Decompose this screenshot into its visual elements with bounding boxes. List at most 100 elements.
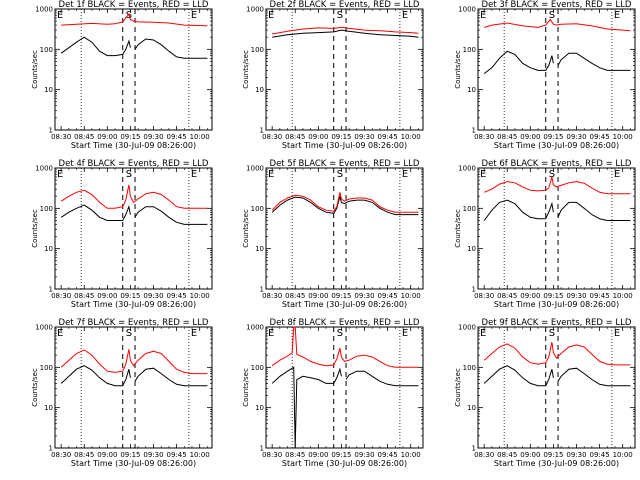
y-tick-label: 1000 — [458, 165, 476, 173]
x-tick-label: 10:00 — [613, 451, 633, 459]
events-series-line — [483, 50, 631, 74]
marker-label: E — [57, 328, 63, 339]
marker-label: E — [191, 328, 197, 339]
x-tick-label: 09:00 — [97, 292, 117, 300]
chart-panel: Det 2f BLACK = Events, RED = LLD 1 10 100 10… — [242, 0, 424, 150]
x-tick-label: 09:00 — [520, 451, 540, 459]
y-tick-label: 1 — [49, 286, 53, 294]
marker-label: E — [402, 10, 408, 21]
marker-label: S — [337, 10, 343, 21]
x-tick-label: 10:00 — [401, 133, 421, 141]
x-tick-label: 09:30 — [354, 451, 374, 459]
chart-panel: Det 7f BLACK = Events, RED = LLD 1 10 100 10… — [31, 318, 213, 468]
marker-label: E — [268, 169, 274, 180]
lld-series-line — [60, 349, 208, 375]
plot-frame — [477, 167, 636, 290]
chart-panel: Det 3f BLACK = Events, RED = LLD 1 10 100 10… — [454, 0, 636, 150]
y-tick-label: 100 — [463, 364, 476, 372]
marker-label: E — [614, 328, 620, 339]
x-tick-label: 08:30 — [474, 133, 494, 141]
chart-title: Det 6f BLACK = Events, RED = LLD — [482, 159, 632, 169]
x-tick-label: 09:00 — [520, 133, 540, 141]
marker-label: E — [268, 328, 274, 339]
chart-title: Det 5f BLACK = Events, RED = LLD — [270, 159, 420, 169]
chart-panel: Det 4f BLACK = Events, RED = LLD 1 10 100 10… — [31, 159, 213, 309]
y-tick-label: 10 — [255, 245, 264, 253]
lld-series-line — [483, 342, 631, 366]
x-tick-label: 08:45 — [497, 451, 517, 459]
y-tick-label: 1 — [472, 445, 476, 453]
chart-panel: Det 5f BLACK = Events, RED = LLD 1 10 100 10… — [242, 159, 424, 309]
y-tick-label: 100 — [463, 46, 476, 54]
plot-frame — [477, 8, 636, 131]
y-tick-label: 1 — [49, 127, 53, 135]
x-tick-label: 10:00 — [190, 451, 210, 459]
marker-label: S — [337, 169, 343, 180]
x-tick-label: 09:00 — [308, 133, 328, 141]
x-tick-label: 09:45 — [167, 451, 187, 459]
x-tick-label: 09:45 — [167, 133, 187, 141]
y-tick-label: 1000 — [35, 165, 53, 173]
chart-title: Det 1f BLACK = Events, RED = LLD — [59, 0, 209, 10]
y-tick-label: 10 — [467, 245, 476, 253]
y-tick-label: 10 — [255, 86, 264, 94]
y-tick-label: 100 — [40, 205, 53, 213]
x-tick-label: 08:45 — [285, 292, 305, 300]
x-tick-label: 09:30 — [566, 451, 586, 459]
x-tick-label: 09:15 — [331, 451, 351, 459]
marker-label: E — [191, 169, 197, 180]
plot-frame — [265, 167, 424, 290]
y-axis-label: Counts/sec — [31, 368, 39, 407]
x-axis-label: Start Time (30-Jul-09 08:26:00) — [494, 300, 619, 309]
events-series-line — [272, 29, 419, 38]
y-tick-label: 10 — [44, 245, 53, 253]
lld-series-line — [272, 26, 419, 35]
x-tick-label: 09:30 — [566, 133, 586, 141]
plot-frame — [54, 167, 213, 290]
chart-title: Det 8f BLACK = Events, RED = LLD — [270, 318, 420, 328]
x-tick-label: 10:00 — [401, 292, 421, 300]
x-tick-label: 09:15 — [543, 451, 563, 459]
x-tick-label: 09:15 — [120, 451, 140, 459]
x-tick-label: 09:30 — [143, 292, 163, 300]
lld-series-line — [61, 12, 208, 27]
marker-label: E — [57, 10, 63, 21]
y-axis-label: Counts/sec — [242, 50, 250, 89]
y-tick-label: 1000 — [35, 324, 53, 332]
y-tick-label: 10 — [44, 86, 53, 94]
y-tick-label: 100 — [463, 205, 476, 213]
y-tick-label: 1 — [260, 445, 264, 453]
x-tick-label: 09:45 — [378, 133, 398, 141]
y-tick-label: 10 — [467, 86, 476, 94]
events-series-line — [483, 199, 631, 221]
x-tick-label: 08:45 — [497, 292, 517, 300]
x-tick-label: 09:00 — [97, 133, 117, 141]
x-tick-label: 08:30 — [51, 451, 71, 459]
chart-panel: Det 9f BLACK = Events, RED = LLD 1 10 100 10… — [454, 318, 636, 468]
x-tick-label: 08:45 — [497, 133, 517, 141]
x-tick-label: 09:45 — [378, 451, 398, 459]
x-tick-label: 08:45 — [74, 292, 94, 300]
events-series-line — [60, 365, 208, 387]
x-tick-label: 08:30 — [51, 292, 71, 300]
marker-label: S — [337, 328, 343, 339]
chart-panel: Det 1f BLACK = Events, RED = LLD 1 10 100 10… — [31, 0, 213, 150]
marker-label: E — [402, 328, 408, 339]
y-tick-label: 100 — [251, 46, 264, 54]
lld-series-line — [484, 18, 631, 32]
x-tick-label: 09:45 — [167, 292, 187, 300]
y-axis-label: Counts/sec — [242, 368, 250, 407]
x-tick-label: 08:30 — [262, 292, 282, 300]
y-tick-label: 100 — [40, 46, 53, 54]
x-tick-label: 08:30 — [262, 451, 282, 459]
marker-label: S — [549, 328, 555, 339]
y-tick-label: 1000 — [458, 324, 476, 332]
y-tick-label: 100 — [251, 205, 264, 213]
x-tick-label: 09:15 — [120, 133, 140, 141]
marker-label: S — [126, 328, 132, 339]
marker-label: E — [614, 169, 620, 180]
x-tick-label: 09:30 — [566, 292, 586, 300]
chart-title: Det 4f BLACK = Events, RED = LLD — [59, 159, 209, 169]
marker-label: S — [126, 169, 132, 180]
